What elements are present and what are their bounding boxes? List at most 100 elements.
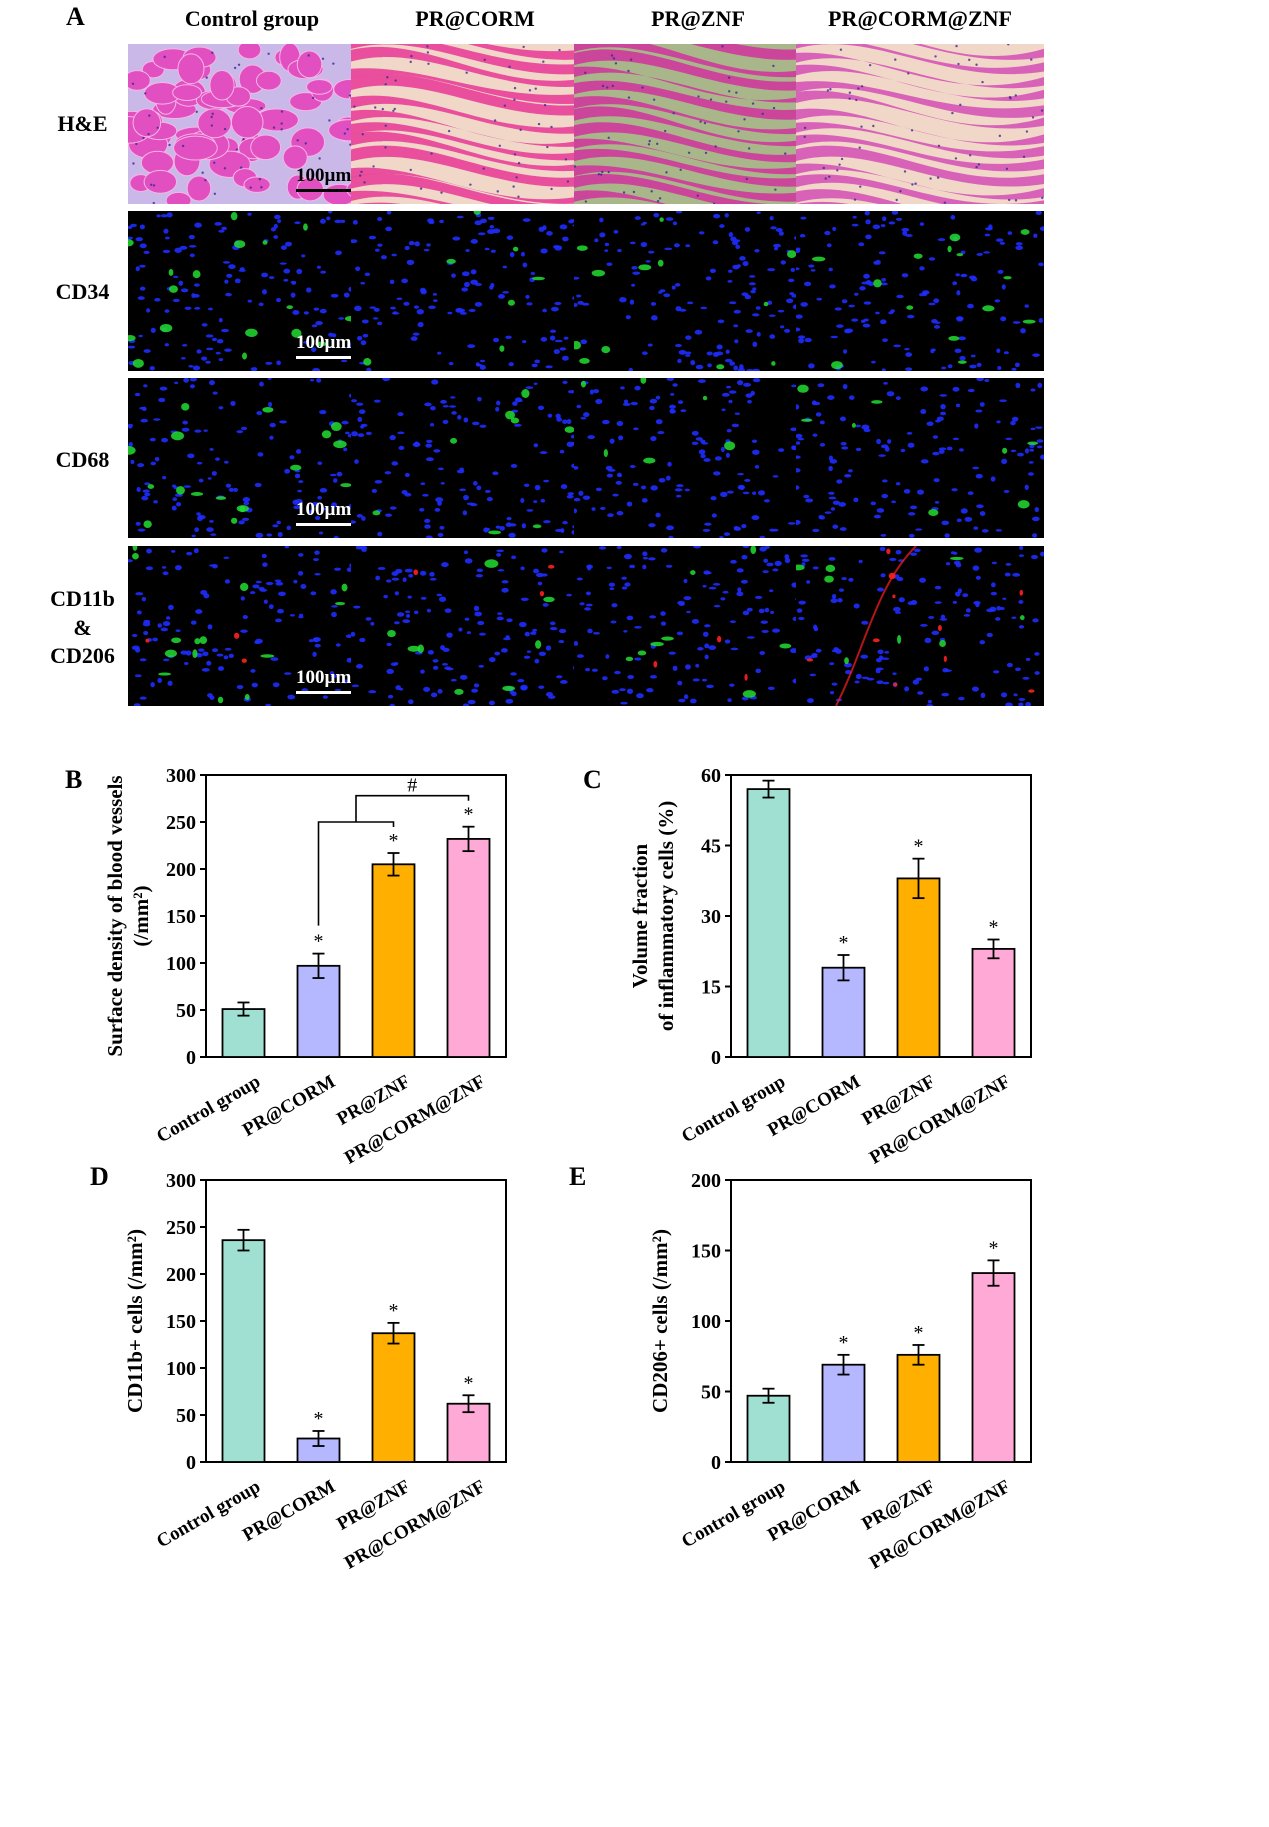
panel-c-letter: C [583,765,602,794]
micrograph-he-2 [351,44,599,204]
y-tick-label: 100 [691,1311,721,1333]
significance-mark: * [914,1322,924,1344]
bar-1 [746,788,791,1058]
micrograph-image [351,211,599,371]
chart-panel-d: 0 50 100 150 200 250 300 Control group * PR@CORM *… [60,1160,540,1585]
significance-mark: * [839,1332,849,1354]
micrograph-cd11b-4 [796,546,1044,706]
y-tick-label: 50 [176,1405,196,1427]
scale-bar: 100µm [296,166,351,192]
micrograph-image [574,44,822,204]
y-tick-label: 100 [166,1358,196,1380]
micrograph-image [128,211,376,371]
bar-3 [896,877,941,1058]
scale-bar-label: 100µm [296,667,352,688]
micrograph-image [128,546,376,706]
bar-3 [371,863,416,1058]
row-label-cd34: CD34 [55,279,110,304]
y-tick-label: 30 [701,906,721,928]
y-tick-label: 15 [701,977,721,999]
y-tick-label: 250 [166,812,196,834]
micrograph-image [574,546,822,706]
panel-e-letter: E [569,1162,587,1191]
micrograph-cd34-2 [351,211,599,371]
y-tick-label: 150 [166,906,196,928]
panel-b-letter: B [65,765,83,794]
bar-2 [821,1363,866,1463]
column-title-pr-corm: PR@CORM [415,6,535,31]
y-tick-label: 300 [166,1170,196,1192]
chart-panel-b: 0 50 100 150 200 250 300 Control group * PR@CORM *… [60,755,540,1180]
micrograph-cd11b-3 [574,546,822,706]
y-tick-label: 50 [701,1382,721,1404]
scale-bar-line [296,356,351,359]
y-tick-label: 0 [186,1047,196,1069]
bar-1 [221,1008,266,1058]
y-axis-label: (/mm²) [129,885,153,946]
micrograph-image [574,211,822,371]
y-tick-label: 200 [166,859,196,881]
panel-d-letter: D [90,1162,109,1191]
bar-3 [371,1332,416,1463]
scale-bar-label: 100µm [296,165,352,186]
significance-mark: * [989,1237,999,1259]
panel-a-letter: A [66,2,85,31]
category-label: PR@CORM@ZNF [341,1476,489,1574]
significance-mark: * [314,1408,324,1430]
y-tick-label: 0 [186,1452,196,1474]
micrograph-image [796,546,1044,706]
micrograph-image [351,378,599,538]
micrograph-he-1: 100µm [128,44,376,204]
chart-panel-c: 0 15 30 45 60 Control group * PR@CORM * PR@ZNF * PR… [585,755,1065,1180]
significance-mark: * [389,830,399,852]
scale-bar-label: 100µm [296,332,352,353]
column-title-control: Control group [184,6,320,31]
y-tick-label: 45 [701,836,721,858]
y-tick-label: 50 [176,1000,196,1022]
row-label-he: H&E [57,111,108,136]
micrograph-he-4 [796,44,1044,204]
micrograph-image [351,44,599,204]
category-label: PR@CORM@ZNF [866,1476,1014,1574]
chart-panel-e: 0 50 100 150 200 Control group * PR@CORM * PR@ZNF… [585,1160,1065,1585]
category-label: PR@CORM@ZNF [866,1071,1014,1169]
row-label-cd11b-cd206: CD11b & CD206 [50,586,115,669]
row-label-cd68: CD68 [55,447,110,472]
y-tick-label: 0 [711,1452,721,1474]
micrograph-cd34-1: 100µm [128,211,376,371]
bar-4 [971,1272,1016,1463]
significance-mark: * [464,1372,474,1394]
significance-mark: * [464,804,474,826]
micrograph-cd68-3 [574,378,822,538]
micrograph-cd68-4 [796,378,1044,538]
y-tick-label: 100 [166,953,196,975]
column-title-pr-znf: PR@ZNF [651,6,745,31]
micrograph-cd68-1: 100µm [128,378,376,538]
y-axis-label: Volume fraction [628,843,652,988]
bar-3 [896,1353,941,1463]
bar-4 [971,947,1016,1058]
micrograph-image [796,44,1044,204]
micrograph-image [574,378,822,538]
bar-1 [221,1239,266,1463]
y-tick-label: 150 [166,1311,196,1333]
micrograph-cd11b-2 [351,546,599,706]
significance-mark: * [839,932,849,954]
micrograph-he-3 [574,44,822,204]
micrograph-cd11b-1: 100µm [128,546,376,706]
micrograph-image [796,378,1044,538]
scale-bar-label: 100µm [296,499,352,520]
micrograph-image [796,211,1044,371]
y-tick-label: 150 [691,1241,721,1263]
category-label: PR@CORM@ZNF [341,1071,489,1169]
micrograph-image [351,546,599,706]
bar-4 [446,1402,491,1463]
micrograph-cd34-3 [574,211,822,371]
significance-mark: * [314,931,324,953]
y-tick-label: 200 [166,1264,196,1286]
bar-2 [296,964,341,1058]
y-tick-label: 300 [166,765,196,787]
